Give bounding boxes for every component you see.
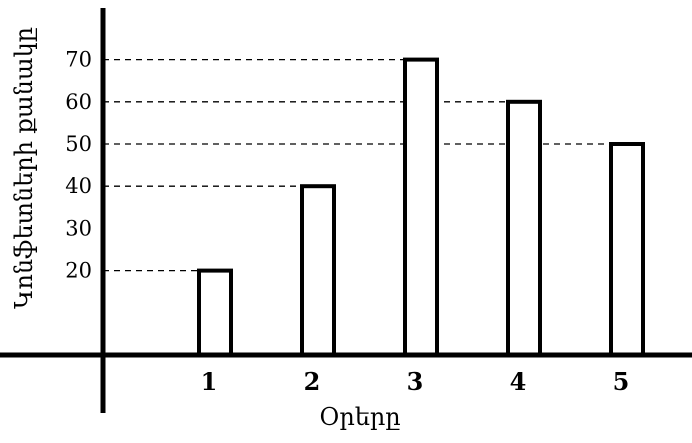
x-tick-label: 5	[613, 367, 630, 396]
y-tick-label: 50	[65, 132, 92, 156]
x-tick-labels: 1 2 3 4 5	[201, 367, 630, 396]
x-tick-label: 4	[510, 367, 527, 396]
bar	[609, 142, 645, 357]
y-tick-labels: 20 30 40 50 60 70	[65, 48, 92, 283]
bar	[197, 268, 233, 358]
x-axis-title: Օրերը	[319, 403, 400, 431]
y-tick-label: 40	[65, 174, 92, 198]
y-tick-label: 20	[65, 259, 92, 283]
bar	[506, 99, 542, 357]
y-axis-title: Կոնֆետների քանակը	[10, 27, 38, 309]
y-tick-label: 30	[65, 216, 92, 240]
bar	[300, 184, 336, 357]
y-tick-label: 60	[65, 90, 92, 114]
y-tick-label: 70	[65, 48, 92, 72]
x-tick-label: 1	[201, 367, 218, 396]
bar	[403, 57, 439, 357]
bars	[197, 57, 645, 358]
x-tick-label: 3	[407, 367, 424, 396]
x-tick-label: 2	[304, 367, 321, 396]
